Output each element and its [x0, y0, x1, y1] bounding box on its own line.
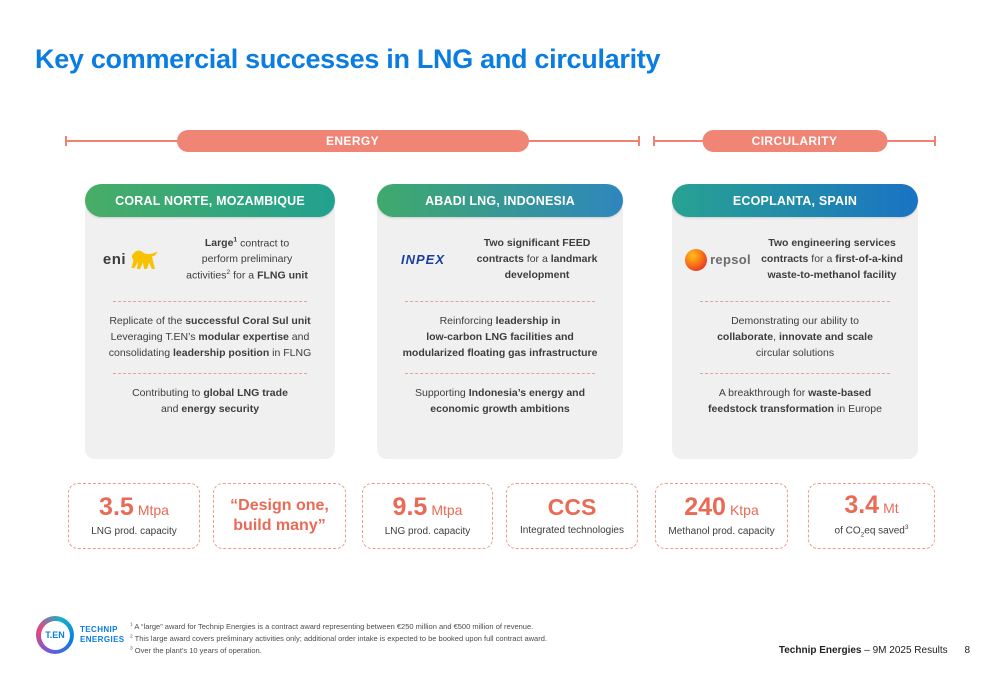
divider	[405, 373, 595, 375]
card-coral-norte: CORAL NORTE, MOZAMBIQUE eni Large1 contr…	[85, 184, 335, 459]
stat-lng-capacity-abadi: 9.5 Mtpa LNG prod. capacity	[362, 483, 493, 549]
card-ecoplanta-bottom-text: A breakthrough for waste-based feedstock …	[708, 387, 882, 415]
stat-unit: Mtpa	[137, 502, 169, 518]
stat-value: 3.5	[99, 493, 134, 521]
energy-band-tick-right	[638, 136, 640, 146]
repsol-logo-icon	[685, 249, 708, 271]
card-ecoplanta-intro-text: Two engineering services contracts for a …	[761, 237, 903, 281]
stat-label: of CO2eq saved3	[834, 524, 909, 539]
energy-section-label: ENERGY	[176, 130, 529, 152]
footnotes: 1 A “large” award for Technip Energies i…	[130, 621, 547, 657]
stat-value: CCS	[547, 494, 597, 520]
card-ecoplanta-header: ECOPLANTA, SPAIN	[672, 184, 918, 217]
circularity-section-label: CIRCULARITY	[702, 130, 887, 152]
stat-methanol-capacity: 240 Ktpa Methanol prod. capacity	[655, 483, 788, 549]
repsol-logo-word: repsol	[710, 252, 751, 268]
divider	[700, 301, 890, 302]
stat-design-one-build-many: “Design one, build many”	[213, 483, 346, 549]
stat-unit: Ktpa	[729, 502, 759, 518]
card-abadi-lng-intro-text: Two significant FEED contracts for a land…	[476, 237, 598, 281]
eni-logo: eni	[97, 249, 165, 272]
inpex-logo: INPEX	[389, 250, 457, 270]
footnote-1: 1 A “large” award for Technip Energies i…	[130, 622, 534, 631]
energy-section-band: ENERGY	[65, 130, 640, 152]
card-coral-norte-mid-text: Replicate of the successful Coral Sul un…	[108, 315, 312, 359]
divider	[113, 373, 307, 375]
logo-line1: TECHNIP	[80, 625, 118, 634]
stat-label: Methanol prod. capacity	[668, 526, 775, 537]
card-coral-norte-bottom-text: Contributing to global LNG trade and ener…	[132, 387, 288, 415]
stat-value: 240	[684, 493, 726, 521]
stat-label: Integrated technologies	[520, 525, 624, 536]
stat-co2-saved: 3.4 Mt of CO2eq saved3	[808, 483, 935, 549]
technip-energies-logo: T.EN TECHNIP ENERGIES	[36, 616, 125, 654]
inpex-logo-word: INPEX	[400, 252, 445, 268]
card-ecoplanta-intro: repsol Two engineering services contracts…	[682, 231, 908, 289]
card-abadi-lng: ABADI LNG, INDONESIA INPEX Two significa…	[377, 184, 623, 459]
stat-label: LNG prod. capacity	[91, 526, 177, 537]
circularity-band-tick-right	[934, 136, 936, 146]
ten-logo-mark: T.EN	[40, 620, 70, 650]
card-abadi-lng-intro: INPEX Two significant FEED contracts for …	[387, 231, 613, 289]
card-abadi-lng-body: INPEX Two significant FEED contracts for …	[377, 201, 623, 459]
card-abadi-lng-mid-text: Reinforcing leadership in low-carbon LNG …	[402, 315, 598, 359]
divider	[700, 373, 890, 375]
stat-ccs: CCS Integrated technologies	[506, 483, 638, 549]
technip-energies-wordmark: TECHNIP ENERGIES	[80, 625, 125, 645]
page-number: 8	[964, 645, 970, 656]
card-coral-norte-intro: eni Large1 contract to perform preliminar…	[95, 231, 325, 289]
stat-lng-capacity-coral: 3.5 Mtpa LNG prod. capacity	[68, 483, 200, 549]
stat-value: 3.4	[844, 491, 880, 520]
card-ecoplanta-body: repsol Two engineering services contracts…	[672, 201, 918, 459]
stat-unit: Mtpa	[431, 502, 463, 518]
ten-ring-icon: T.EN	[36, 616, 74, 654]
logo-line2: ENERGIES	[80, 635, 125, 644]
stat-value: 9.5	[392, 493, 428, 521]
card-coral-norte-body: eni Large1 contract to perform preliminar…	[85, 201, 335, 459]
page-title: Key commercial successes in LNG and circ…	[35, 44, 661, 74]
divider	[113, 301, 307, 302]
footnote-2: 2 This large award covers preliminary ac…	[130, 634, 547, 643]
circularity-section-band: CIRCULARITY	[653, 130, 936, 152]
card-ecoplanta-mid-text: Demonstrating our ability to collaborate,…	[717, 315, 873, 359]
card-coral-norte-intro-text: Large1 contract to perform preliminary act…	[186, 236, 308, 282]
divider	[405, 301, 595, 302]
footnote-3: 3 Over the plant’s 10 years of operation…	[130, 646, 262, 655]
footer-deck-title: Technip Energies – 9M 2025 Results	[778, 645, 948, 656]
stat-quote: “Design one, build many”	[230, 497, 329, 534]
repsol-logo: repsol	[684, 249, 752, 271]
card-ecoplanta: ECOPLANTA, SPAIN repsol Two engineering …	[672, 184, 918, 459]
stat-label: LNG prod. capacity	[384, 526, 471, 537]
footer: Technip Energies – 9M 2025 Results 8	[779, 645, 970, 656]
card-coral-norte-header: CORAL NORTE, MOZAMBIQUE	[85, 184, 335, 217]
card-abadi-lng-bottom-text: Supporting Indonesia’s energy and economi…	[414, 387, 586, 415]
circularity-band-tick-left	[653, 136, 655, 146]
card-abadi-lng-header: ABADI LNG, INDONESIA	[377, 184, 623, 217]
energy-band-tick-left	[65, 136, 67, 146]
eni-dog-icon	[131, 250, 158, 269]
eni-logo-word: eni	[102, 250, 127, 268]
stat-unit: Mt	[883, 500, 899, 517]
